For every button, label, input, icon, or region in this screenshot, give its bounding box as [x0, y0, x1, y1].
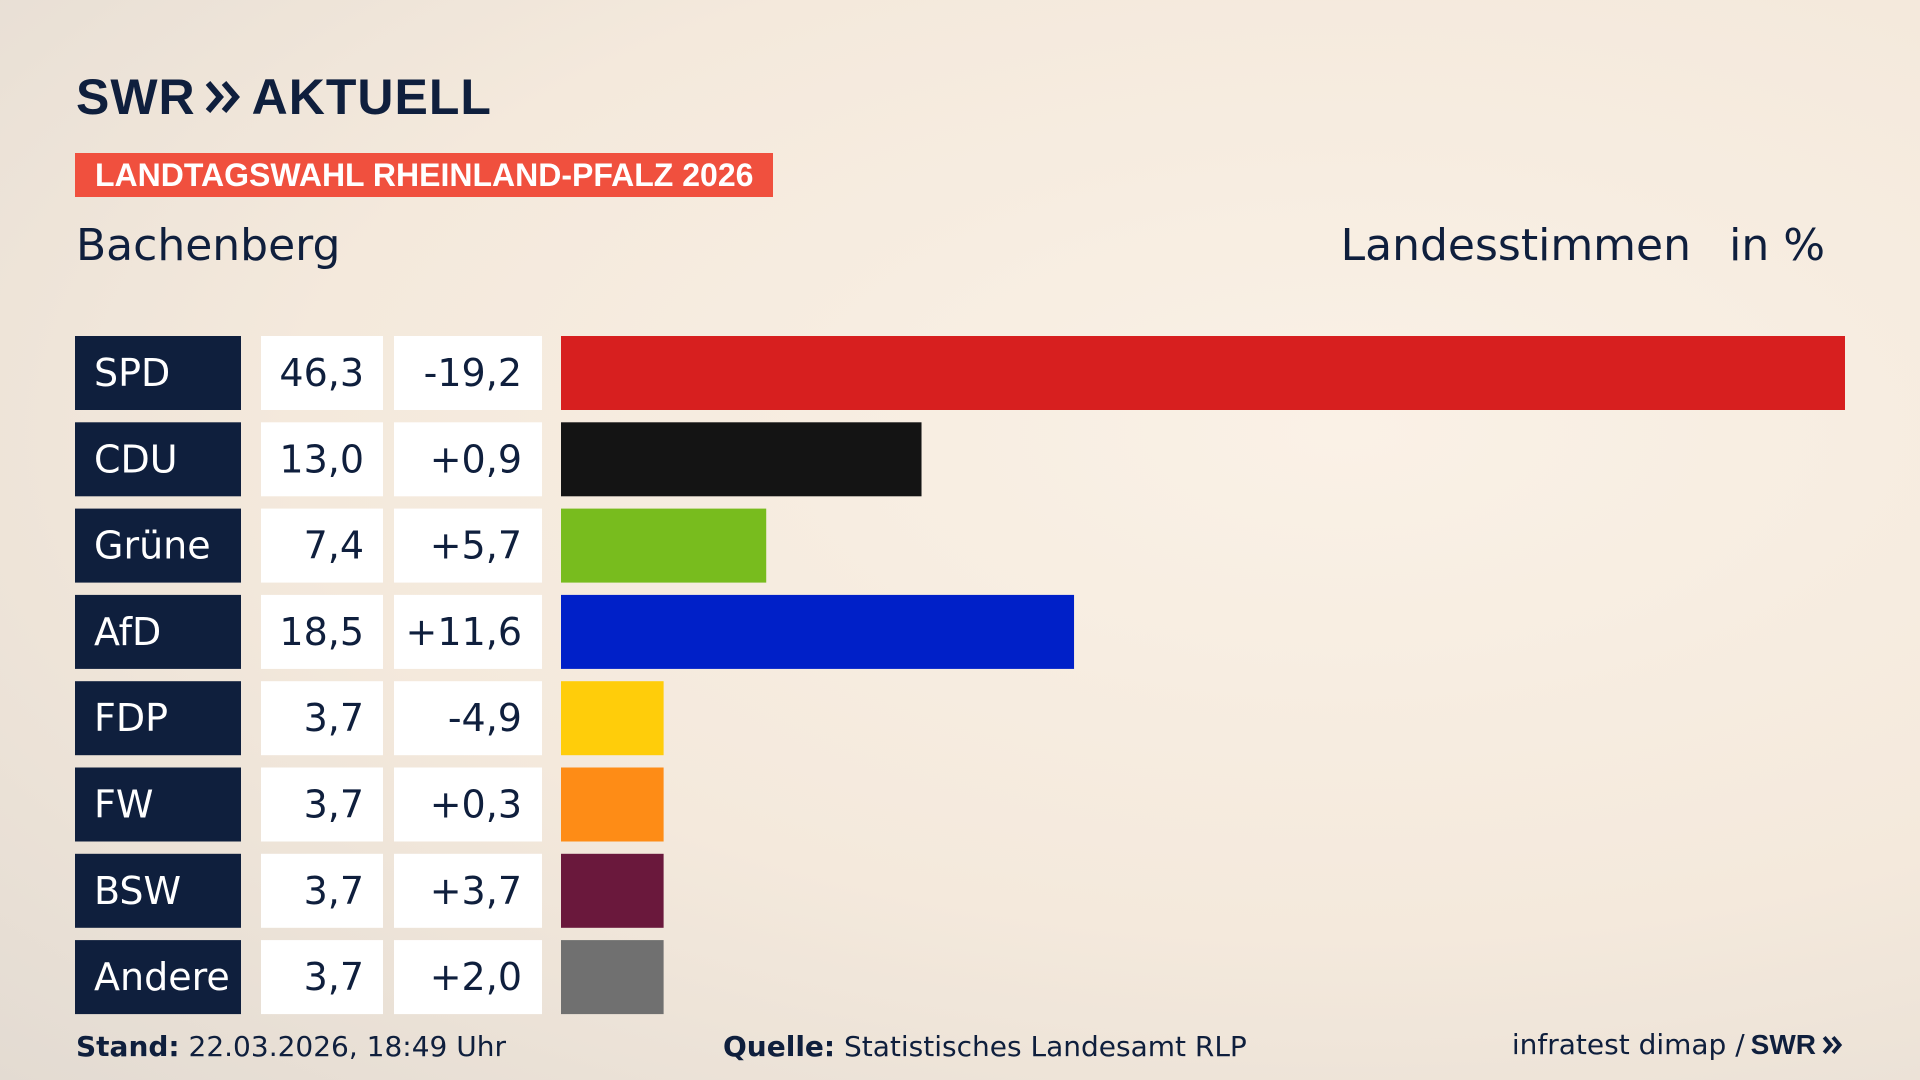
- logo-text: SWR: [76, 69, 196, 125]
- change-label: -19,2: [424, 351, 522, 395]
- footer-credit: infratest dimap / SWR: [1512, 1028, 1844, 1061]
- double-chevron-icon: [1822, 1035, 1843, 1054]
- value-label: 3,7: [304, 869, 364, 913]
- change-label: -4,9: [448, 696, 522, 740]
- credit-logo: SWR: [1750, 1028, 1816, 1060]
- measure-label: Landesstimmen: [1340, 220, 1691, 271]
- result-bar: [561, 767, 664, 842]
- party-label: BSW: [94, 869, 181, 913]
- change-cell: [394, 681, 542, 756]
- party-label: CDU: [94, 437, 178, 481]
- footer-stand: Stand: 22.03.2026, 18:49 Uhr: [76, 1030, 506, 1063]
- value-label: 3,7: [304, 783, 364, 827]
- party-label-box: [75, 681, 241, 756]
- logo-suffix: AKTUELL: [251, 69, 492, 125]
- value-cell: [261, 336, 383, 410]
- party-label-box: [75, 940, 241, 1015]
- value-cell: [261, 422, 383, 497]
- double-chevron-icon: [205, 81, 240, 113]
- result-bar: [561, 594, 1075, 669]
- change-cell: [394, 508, 542, 583]
- result-bar: [561, 853, 664, 928]
- change-label: +2,0: [430, 955, 522, 999]
- change-label: +11,6: [406, 610, 522, 654]
- change-label: +3,7: [430, 869, 522, 913]
- change-label: +5,7: [430, 524, 522, 568]
- value-cell: [261, 940, 383, 1015]
- result-bar: [561, 336, 1845, 410]
- footer-source: Quelle: Statistisches Landesamt RLP: [723, 1030, 1247, 1063]
- party-label: FW: [94, 783, 153, 827]
- stand-label: Stand:: [76, 1030, 180, 1063]
- value-cell: [261, 767, 383, 842]
- value-cell: [261, 508, 383, 583]
- party-label-box: [75, 594, 241, 669]
- party-label: FDP: [94, 696, 168, 740]
- change-cell: [394, 336, 542, 410]
- credit-text: infratest dimap /: [1511, 1028, 1745, 1061]
- result-bar: [561, 940, 664, 1015]
- value-cell: [261, 853, 383, 928]
- party-label-box: [75, 422, 241, 497]
- stand-value: 22.03.2026, 18:49 Uhr: [188, 1030, 506, 1063]
- result-bar: [561, 422, 922, 497]
- value-label: 7,4: [304, 524, 364, 568]
- party-label: AfD: [94, 610, 161, 654]
- value-label: 46,3: [279, 351, 364, 395]
- change-label: +0,9: [430, 437, 522, 481]
- change-cell: [394, 940, 542, 1015]
- swr-aktuell-logo: SWR AKTUELL: [76, 68, 492, 126]
- party-label: Grüne: [94, 524, 211, 568]
- source-value: Statistisches Landesamt RLP: [844, 1030, 1247, 1063]
- change-cell: [394, 422, 542, 497]
- result-bar: [561, 508, 767, 583]
- party-label-box: [75, 508, 241, 583]
- change-cell: [394, 853, 542, 928]
- party-label: Andere: [94, 955, 230, 999]
- party-label-box: [75, 336, 241, 410]
- value-label: 3,7: [304, 696, 364, 740]
- party-label: SPD: [94, 351, 170, 395]
- value-label: 3,7: [304, 955, 364, 999]
- unit-label: in %: [1729, 220, 1825, 271]
- place-title: Bachenberg: [76, 220, 341, 271]
- change-label: +0,3: [430, 783, 522, 827]
- result-bar: [561, 681, 664, 756]
- value-label: 18,5: [279, 610, 364, 654]
- change-cell: [394, 594, 542, 669]
- change-cell: [394, 767, 542, 842]
- election-banner: LANDTAGSWAHL RHEINLAND-PFALZ 2026: [75, 153, 774, 197]
- party-label-box: [75, 853, 241, 928]
- source-label: Quelle:: [723, 1030, 836, 1063]
- value-cell: [261, 594, 383, 669]
- party-label-box: [75, 767, 241, 842]
- value-cell: [261, 681, 383, 756]
- value-label: 13,0: [279, 437, 364, 481]
